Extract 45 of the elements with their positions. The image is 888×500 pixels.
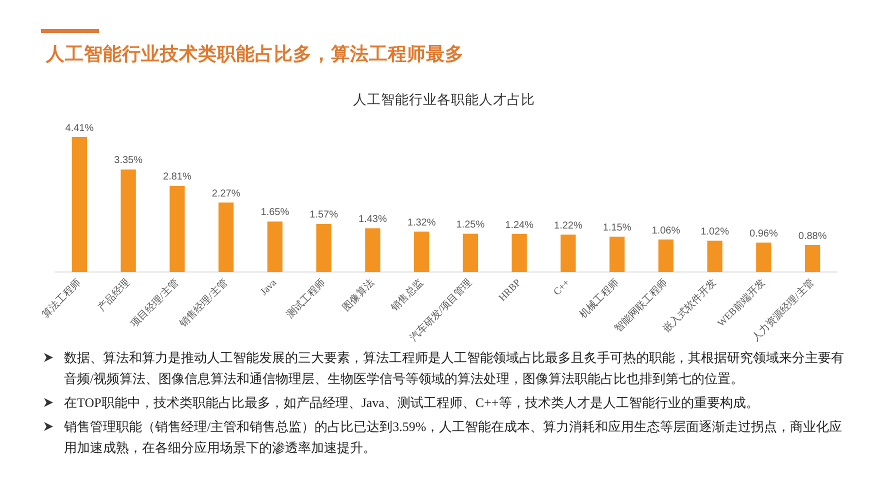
bar [316,224,332,272]
data-label: 1.06% [652,225,680,236]
data-label: 1.15% [602,222,632,234]
bar [267,221,283,272]
bar [170,186,185,272]
bar [609,236,625,272]
x-tick-label: 算法工程师 [40,276,84,321]
bar [804,245,820,272]
x-tick-label: Java [258,277,280,298]
x-tick-label: 销售总监 [388,276,426,314]
data-label: 1.22% [554,220,582,232]
data-label: 3.35% [114,155,143,166]
text: 数据、算法和算力是推动人工智能发展的三大要素，算法工程师是人工智能领域占比最多且炙手可热的职能，其根据研究领域来分主要有音频/视频算法、图像信息算法和通信物理层、生物医学信号等领域的算法处理，图像算法职能占比也排到第七的位置。 [64,350,844,386]
text: 销售管理职能（销售经理/主管和销售总监）的占比已达到3.59%，人工智能在成本、算力消耗和应用生态等层面逐渐走过拐点，商业化应用加速成熟，在各细分应用场景下的渗透率加速提升。 [64,419,842,455]
data-label: 1.65% [260,207,290,218]
data-label: 0.96% [750,228,778,240]
data-label: 4.41% [65,122,94,134]
text: 在TOP职能中，技术类职能占比最多，如产品经理、Java、测试工程师、C++等，技术类人才是人工智能行业的重要构成。 [64,395,759,410]
data-label: 1.57% [310,210,338,221]
bar [365,228,380,272]
bar [560,234,576,272]
x-tick-label: 产品经理 [96,276,132,314]
bar [707,240,722,272]
x-tick-label: 图像算法 [340,276,377,314]
bar [72,137,88,272]
chart-subtitle: 人工智能行业各职能人才占比 [352,91,536,109]
x-tick-label: 机械工程师 [577,276,622,321]
data-label: 2.81% [163,172,192,183]
bar [120,169,136,272]
data-label: 0.88% [798,230,827,242]
bar [756,242,772,272]
data-label: 1.32% [407,217,436,228]
data-label: 1.43% [358,214,387,225]
data-label: 2.27% [212,188,240,200]
bar [658,240,674,272]
bar [218,202,234,272]
data-label: 1.24% [505,220,534,231]
chart-title: 人工智能行业技术类职能占比多，算法工程师最多 [46,43,464,67]
x-tick-label: C++ [552,277,572,298]
data-label: 1.25% [456,219,485,230]
x-tick-label: 测试工程师 [284,276,328,321]
bar [512,234,527,272]
data-label: 1.02% [700,226,730,238]
bar [414,232,430,272]
bar [462,234,478,272]
